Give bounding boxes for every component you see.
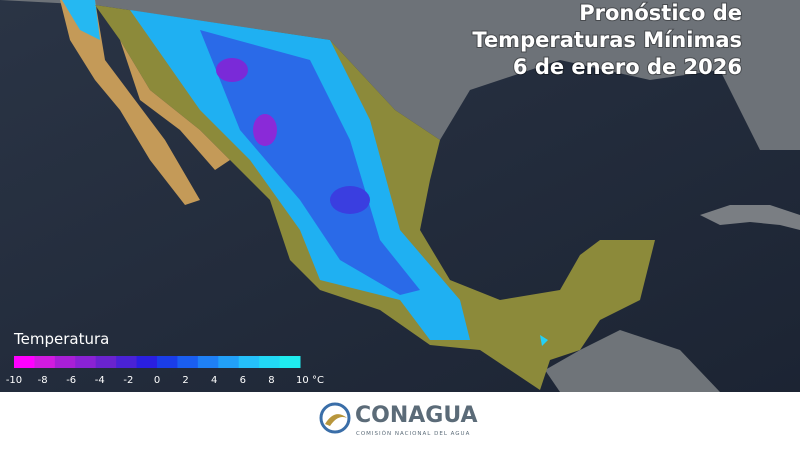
cold-spot xyxy=(540,335,548,346)
sonora-coast xyxy=(120,40,230,170)
usa-land xyxy=(0,0,800,150)
colder-region xyxy=(200,30,420,295)
legend-swatch xyxy=(14,356,35,368)
legend-swatch xyxy=(279,356,301,368)
coldest-spot xyxy=(216,58,248,82)
legend-swatch xyxy=(259,356,281,368)
legend-label: -6 xyxy=(66,375,76,386)
coldest-spot xyxy=(253,114,277,146)
brand: CONAGUA xyxy=(355,403,478,428)
legend-swatch xyxy=(177,356,199,368)
baja-california xyxy=(60,0,200,205)
footer xyxy=(0,392,800,445)
baja-cold xyxy=(62,0,100,40)
legend-label: 4 xyxy=(211,375,217,386)
legend-swatch xyxy=(116,356,138,368)
legend-swatch xyxy=(34,356,56,368)
legend-swatch xyxy=(136,356,158,368)
title-line: Temperaturas Mínimas xyxy=(472,28,742,52)
legend-swatch xyxy=(238,356,260,368)
title-line: Pronóstico de xyxy=(579,1,742,25)
legend-label: -10 xyxy=(6,375,22,386)
title-line: 6 de enero de 2026 xyxy=(513,55,742,79)
legend-label: 8 xyxy=(268,375,274,386)
legend-label: 2 xyxy=(182,375,188,386)
legend-label: 10 °C xyxy=(296,375,324,386)
cold-spot xyxy=(330,186,370,214)
brand-subtitle: COMISIÓN NACIONAL DEL AGUA xyxy=(356,430,470,437)
legend-label: -4 xyxy=(95,375,105,386)
legend: -10 -8 -6 -4 -2 0 2 4 6 8 10 °C xyxy=(6,356,324,386)
legend-swatch xyxy=(95,356,117,368)
legend-swatch xyxy=(75,356,97,368)
legend-swatch xyxy=(54,356,76,368)
legend-label: 0 xyxy=(154,375,160,386)
logo-icon xyxy=(319,402,351,434)
legend-label: -2 xyxy=(123,375,133,386)
legend-swatch xyxy=(218,356,240,368)
cuba xyxy=(700,205,800,230)
legend-swatch xyxy=(157,356,178,368)
logo-icon xyxy=(325,414,347,426)
legend-title: Temperatura xyxy=(13,330,109,348)
central-america xyxy=(545,330,720,392)
legend-label: 6 xyxy=(240,375,246,386)
legend-label: -8 xyxy=(38,375,48,386)
legend-swatch xyxy=(197,356,219,368)
